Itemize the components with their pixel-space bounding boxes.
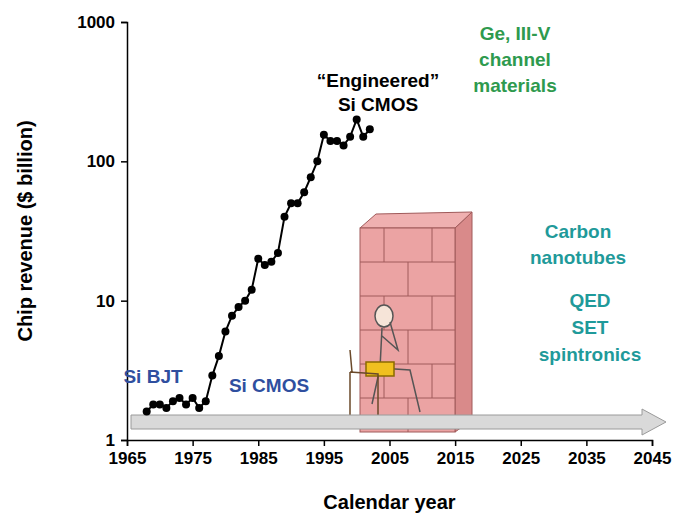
seated-figure: [350, 305, 420, 415]
x-tick-label: 1965: [109, 449, 147, 468]
y-tick-label: 100: [87, 152, 115, 171]
brick-line: [408, 330, 409, 364]
annotations: Si BJT Si CMOS “Engineered” Si CMOS Ge, III-…: [123, 23, 641, 396]
annotation: QED: [569, 290, 610, 311]
annotation: channel: [479, 49, 551, 70]
series-marker: [176, 394, 184, 402]
x-tick-mark: [586, 440, 588, 446]
brick-line: [432, 228, 433, 262]
series-marker: [359, 133, 367, 141]
x-tick-mark: [324, 440, 326, 446]
chart: 1965197519851995200520152025203520451101…: [0, 0, 693, 519]
annotation: SET: [572, 317, 609, 338]
x-tick: 2025: [502, 440, 540, 468]
x-tick-label: 2045: [634, 449, 672, 468]
wall-front: [360, 228, 455, 432]
y-tick-mark: [121, 300, 127, 302]
y-tick-mark: [121, 161, 127, 163]
series-marker: [320, 131, 328, 139]
x-tick: 2005: [371, 440, 409, 468]
annotation: Si CMOS: [338, 94, 418, 115]
annotation: Si CMOS: [229, 375, 309, 396]
brick-line: [432, 364, 433, 398]
series-marker: [307, 173, 315, 181]
y-tick-label: 10: [96, 292, 115, 311]
series-marker: [353, 115, 361, 123]
series-marker: [340, 141, 348, 149]
x-tick-mark: [258, 440, 260, 446]
x-tick-label: 2025: [502, 449, 540, 468]
x-tick: 2035: [568, 440, 606, 468]
chair: [350, 350, 378, 415]
series-marker: [202, 397, 210, 405]
series-marker: [346, 133, 354, 141]
x-tick-label: 1995: [305, 449, 343, 468]
x-tick: 1995: [305, 440, 343, 468]
x-tick-mark: [455, 440, 457, 446]
wall-illustration: [350, 212, 472, 432]
annotation: Ge, III-V: [480, 23, 551, 44]
series-marker: [281, 213, 289, 221]
series-marker: [254, 255, 262, 263]
annotation: “Engineered”: [317, 70, 439, 91]
x-tick-label: 1975: [174, 449, 212, 468]
series-marker: [300, 188, 308, 196]
series-marker: [208, 372, 216, 380]
x-tick-label: 2035: [568, 449, 606, 468]
brick-line: [384, 228, 385, 262]
x-tick-mark: [652, 440, 654, 446]
y-tick-mark: [121, 22, 127, 24]
series-marker: [274, 249, 282, 257]
annotation: nanotubes: [530, 247, 626, 268]
annotation: materials: [473, 75, 556, 96]
series-marker: [267, 258, 275, 266]
wall-side: [455, 212, 472, 432]
x-tick-mark: [192, 440, 194, 446]
x-tick-label: 2005: [371, 449, 409, 468]
annotation: Si BJT: [123, 366, 183, 387]
x-axis: 1965 1975 1985 1995 2005 2015 2025 2035 2045: [109, 440, 672, 468]
series-marker: [241, 297, 249, 305]
x-tick: 1975: [174, 440, 212, 468]
x-tick: 2015: [437, 440, 475, 468]
series-marker: [248, 286, 256, 294]
y-axis-title: Chip revenue ($ billion): [14, 120, 36, 341]
y-axis: 1 10 100 1000: [77, 13, 127, 450]
series-marker: [189, 394, 197, 402]
brick-line: [432, 296, 433, 330]
series-marker: [313, 157, 321, 165]
timeline-arrow: [131, 409, 666, 435]
y-tick: 100: [87, 152, 127, 171]
x-tick-mark: [521, 440, 523, 446]
series-marker: [215, 352, 223, 360]
wall-top: [360, 212, 472, 228]
annotation: spintronics: [539, 344, 641, 365]
series-marker: [235, 303, 243, 311]
series-marker: [162, 404, 170, 412]
x-tick-mark: [389, 440, 391, 446]
brick-line: [408, 262, 409, 296]
x-tick-label: 1985: [240, 449, 278, 468]
y-tick: 1: [106, 431, 127, 450]
y-tick: 10: [96, 292, 127, 311]
y-tick-label: 1000: [77, 13, 115, 32]
y-tick: 1000: [77, 13, 127, 32]
series-marker: [294, 199, 302, 207]
x-tick: 2045: [634, 440, 672, 468]
y-tick-label: 1: [106, 431, 115, 450]
series-marker: [182, 400, 190, 408]
series-marker: [366, 125, 374, 133]
x-tick: 1985: [240, 440, 278, 468]
series-marker: [143, 408, 151, 416]
x-axis-line: [128, 441, 653, 447]
x-tick-label: 2015: [437, 449, 475, 468]
x-axis-title: Calendar year: [323, 491, 456, 513]
series-marker: [195, 404, 203, 412]
annotation: Carbon: [545, 221, 612, 242]
series-marker: [221, 328, 229, 336]
series-marker: [333, 137, 341, 145]
y-tick-mark: [121, 440, 127, 442]
series-marker: [228, 312, 236, 320]
